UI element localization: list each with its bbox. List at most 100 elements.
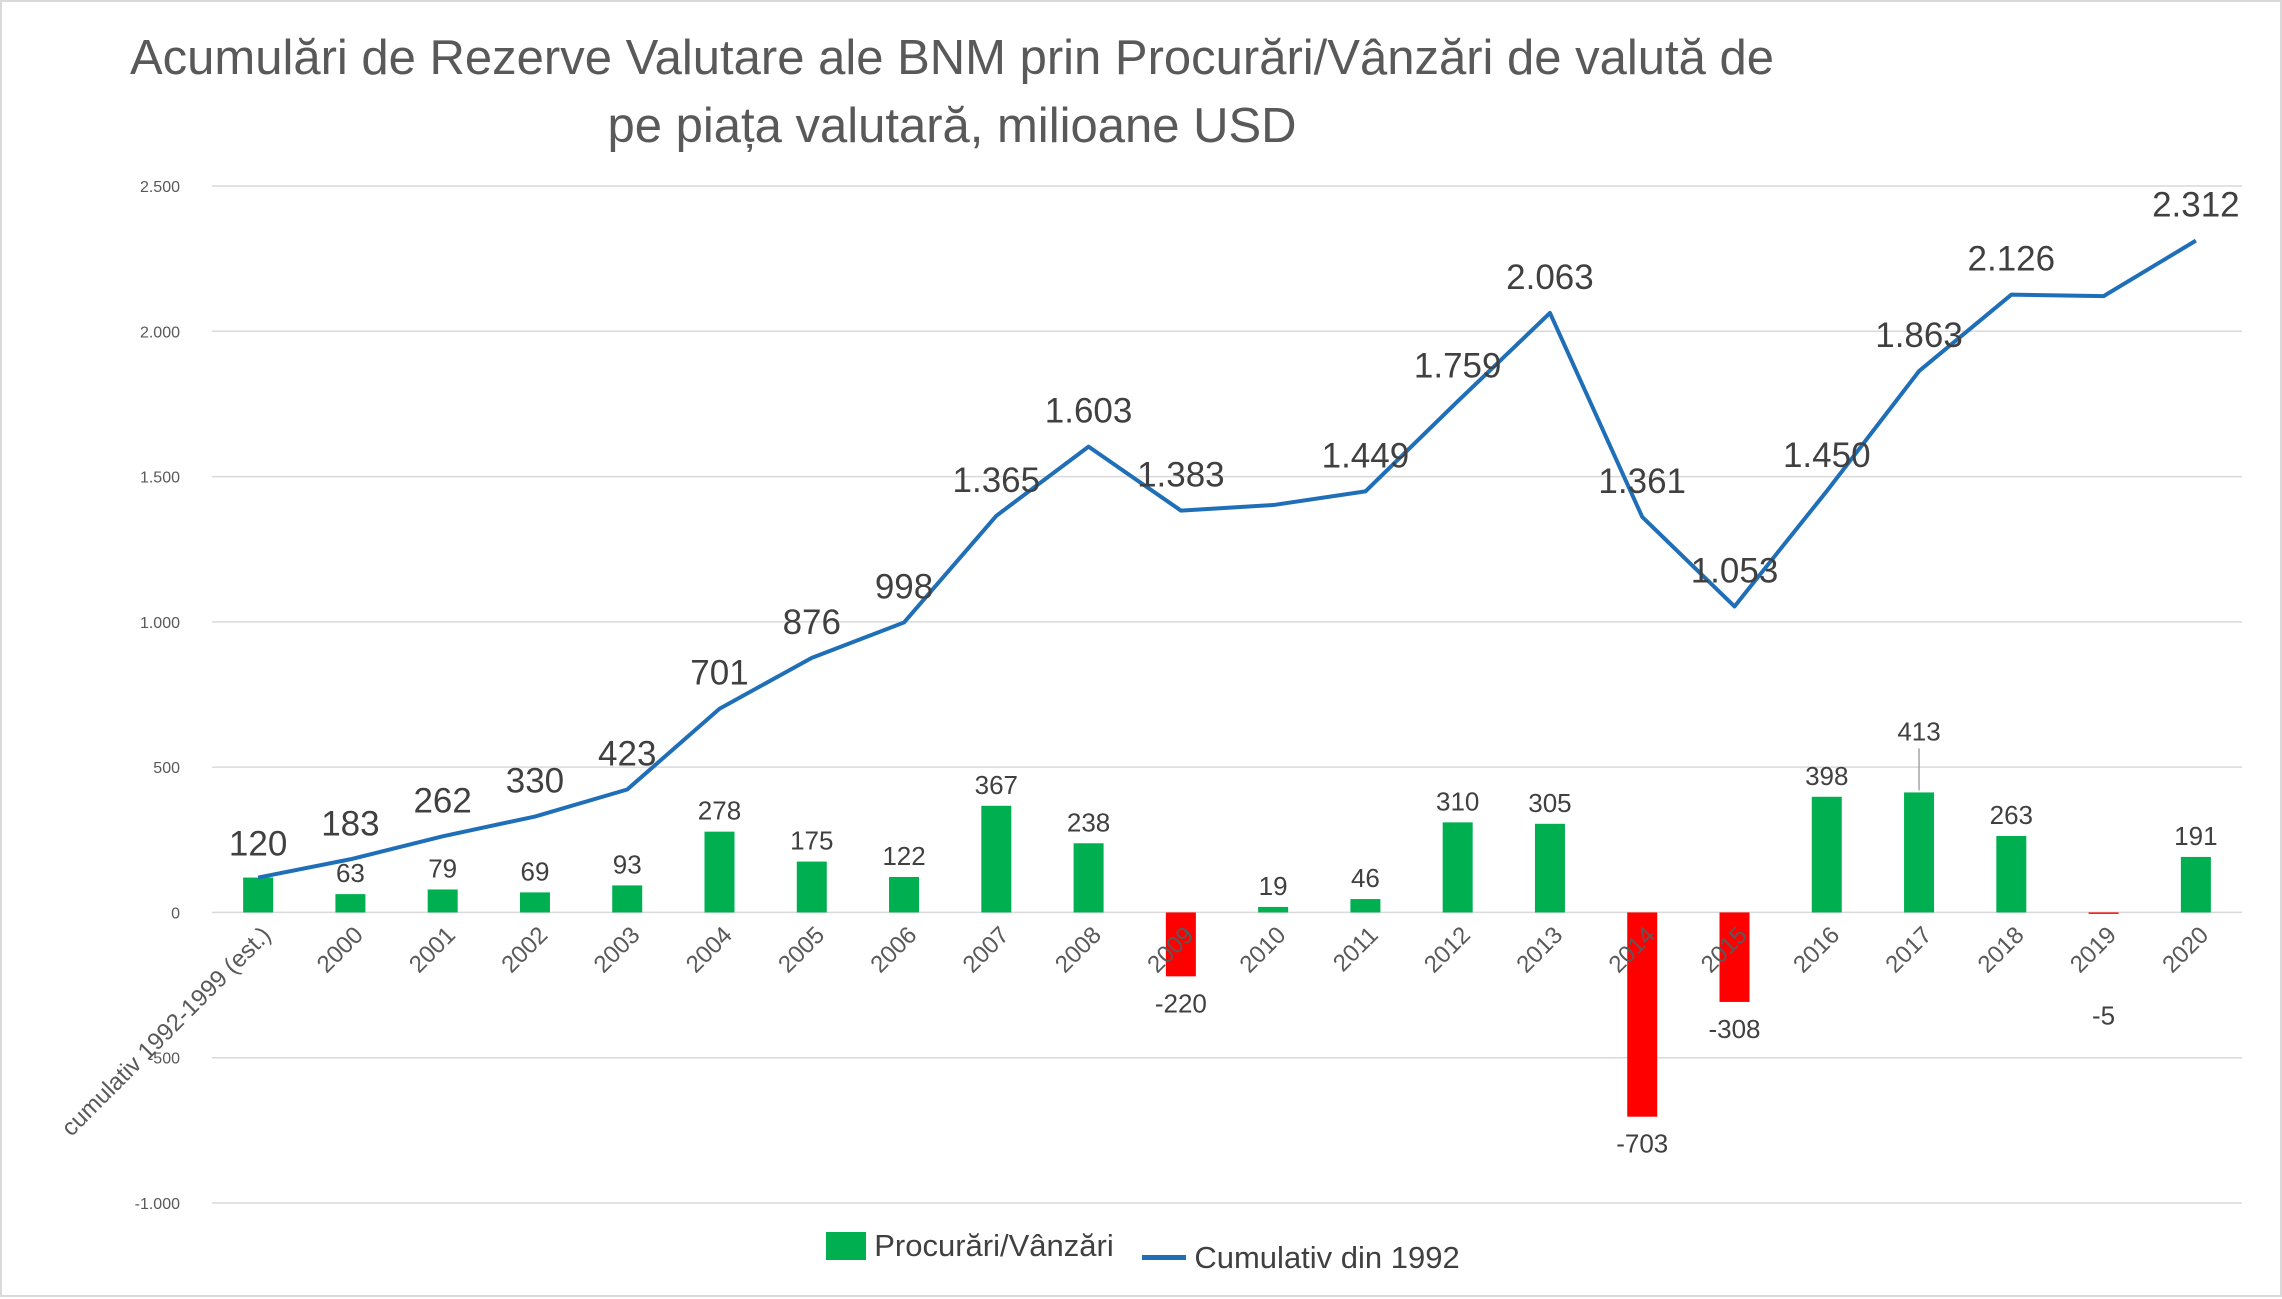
bar: [1165, 912, 1196, 977]
legend: Procurări/Vânzări Cumulativ din 1992: [2, 1228, 2282, 1276]
bar-data-label: 93: [613, 849, 642, 879]
bar-data-label: 122: [882, 841, 925, 871]
bar-data-label: 175: [790, 826, 833, 856]
bar-data-label: -308: [1708, 1014, 1760, 1044]
y-tick-label: -1.000: [135, 1196, 180, 1213]
x-tick-label: cumulativ 1992-1999 (est.): [56, 922, 276, 1142]
x-tick-label: 2008: [1050, 922, 1107, 979]
line-data-label: 1.449: [1322, 436, 1410, 475]
y-tick-label: 0: [171, 905, 180, 922]
line-data-label: 183: [321, 804, 379, 843]
line-data-label: 1.361: [1598, 462, 1686, 501]
x-tick-label: 2001: [404, 922, 461, 979]
bar: [1534, 823, 1565, 913]
x-tick-label: 2003: [589, 922, 646, 979]
bar-data-label: 310: [1436, 786, 1479, 816]
y-tick-label: 2.500: [140, 179, 180, 196]
chart-title: Acumulări de Rezerve Valutare ale BNM pr…: [2, 24, 1902, 160]
bar: [1811, 796, 1842, 913]
bar-data-label: -220: [1155, 988, 1207, 1018]
cumulative-line: [257, 238, 2197, 880]
bar-data-label: 69: [520, 856, 549, 886]
bar-data-label: 398: [1805, 761, 1848, 791]
bar: [704, 831, 735, 913]
bar: [519, 892, 550, 913]
line-data-label: 876: [783, 603, 841, 642]
bar: [243, 877, 274, 913]
y-tick-label: 2.000: [140, 324, 180, 341]
line-data-label: 998: [875, 567, 933, 606]
x-tick-label: 2018: [1973, 922, 2030, 979]
legend-line-swatch: [1142, 1255, 1187, 1260]
x-tick-label: 2004: [681, 922, 738, 979]
bar-data-label: 367: [975, 770, 1018, 800]
bar-data-label: 278: [698, 796, 741, 826]
bar-data-label: 413: [1897, 716, 1940, 746]
legend-bar-swatch: [826, 1232, 867, 1260]
bar: [2088, 912, 2119, 914]
line-data-label: 1.759: [1414, 346, 1502, 385]
x-tick-label: 2016: [1788, 922, 1845, 979]
bar-data-label: 19: [1259, 871, 1288, 901]
x-tick-label: 2000: [312, 922, 369, 979]
bar-data-label: 79: [428, 853, 457, 883]
y-tick-label: 1.000: [140, 615, 180, 632]
bar: [1258, 906, 1289, 913]
line-data-label: 2.063: [1506, 258, 1594, 297]
bar-data-label: -5: [2092, 1000, 2115, 1030]
bar-data-label: 238: [1067, 807, 1110, 837]
legend-line-label: Cumulativ din 1992: [1194, 1239, 1460, 1275]
line-data-label: 423: [598, 735, 656, 774]
bar-data-label: 63: [336, 858, 365, 888]
bar: [1904, 792, 1935, 913]
y-tick-label: -500: [148, 1051, 180, 1068]
line-data-label: 1.053: [1691, 551, 1779, 590]
bar-data-label: 46: [1351, 863, 1380, 893]
bar: [796, 861, 827, 913]
line-data-label: 120: [229, 825, 287, 864]
bar: [981, 805, 1012, 913]
x-tick-label: 2020: [2157, 922, 2214, 979]
y-tick-label: 500: [153, 760, 180, 777]
line-data-label: 1.450: [1783, 436, 1871, 475]
chart-title-line-2: pe piața valutară, milioane USD: [607, 99, 1297, 153]
bar: [1996, 836, 2027, 913]
bar-data-label: 191: [2174, 821, 2217, 851]
bar: [1719, 912, 1750, 1002]
bar: [889, 876, 920, 913]
bar-data-label: -703: [1616, 1129, 1668, 1159]
line-data-label: 2.126: [1968, 240, 2056, 279]
line-data-label: 2.312: [2152, 186, 2240, 225]
x-tick-label: 2010: [1235, 922, 1292, 979]
line-data-label: 701: [690, 654, 748, 693]
bar-data-label: 263: [1990, 800, 2033, 830]
line-data-label: 330: [506, 762, 564, 801]
line-data-label: 1.863: [1875, 316, 1963, 355]
bar: [335, 894, 366, 913]
bar: [1442, 822, 1473, 913]
line-data-label: 1.603: [1045, 392, 1133, 431]
bar: [2180, 856, 2211, 913]
x-tick-label: 2005: [773, 922, 830, 979]
x-tick-label: 2013: [1511, 922, 1568, 979]
x-tick-label: 2017: [1880, 922, 1937, 979]
bar-data-label: 305: [1528, 788, 1571, 818]
bar: [1073, 843, 1104, 913]
legend-item-bars: Procurări/Vânzări: [826, 1228, 1114, 1264]
x-tick-label: 2007: [958, 922, 1015, 979]
x-tick-label: 2002: [496, 922, 553, 979]
bar: [1350, 899, 1381, 913]
y-tick-label: 1.500: [140, 470, 180, 487]
chart-title-line-1: Acumulări de Rezerve Valutare ale BNM pr…: [129, 31, 1775, 85]
x-tick-label: 2019: [2065, 922, 2122, 979]
line-data-label: 262: [413, 781, 471, 820]
x-tick-label: 2011: [1328, 922, 1384, 978]
bar: [1627, 912, 1658, 1117]
line-data-label: 1.383: [1137, 456, 1225, 495]
x-tick-label: 2012: [1419, 922, 1476, 979]
legend-bar-label: Procurări/Vânzări: [874, 1228, 1114, 1263]
bar: [612, 885, 643, 913]
bar: [427, 889, 458, 913]
